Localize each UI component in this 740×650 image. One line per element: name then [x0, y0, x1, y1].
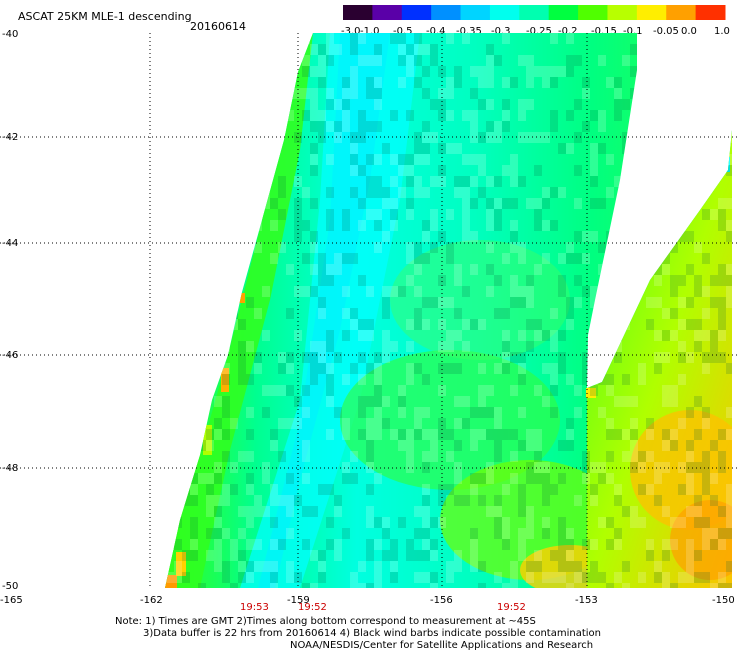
lat-label: -44: [2, 238, 18, 249]
longitude-labels: -165 -162 -159 -156 -153 -150: [0, 595, 735, 606]
colorbar-swatch: [578, 5, 608, 20]
colorbar-label: -0.35: [456, 26, 482, 37]
colorbar-label: -0.2: [558, 26, 578, 37]
colorbar-swatch: [695, 5, 726, 20]
colorbar-swatch: [489, 5, 520, 20]
lon-label: -159: [287, 595, 310, 606]
lon-label: -153: [575, 595, 598, 606]
colorbar-label: -0.05: [653, 26, 679, 37]
colorbar-swatch: [607, 5, 638, 20]
colorbar-label: 0.0: [681, 26, 697, 37]
colorbar: -3.0 -1.0 -0.5 -0.4 -0.35 -0.3 -0.25 -0.2 -0.15-…: [341, 5, 730, 37]
time-labels: 19:53 19:52 19:52: [240, 602, 526, 613]
note-line-3: NOAA/NESDIS/Center for Satellite Applica…: [290, 640, 593, 650]
time-label: 19:52: [298, 602, 327, 613]
colorbar-swatch: [460, 5, 491, 20]
lat-label: -48: [2, 463, 18, 474]
map-title: ASCAT 25KM MLE-1 descending: [18, 10, 192, 23]
colorbar-label: -0.1: [623, 26, 643, 37]
note-line-1: Note: 1) Times are GMT 2)Times along bot…: [115, 616, 536, 627]
data-swath: [165, 33, 732, 588]
colorbar-label: -0.25: [526, 26, 552, 37]
latitude-labels: -40 -42 -44 -46 -48 -50: [2, 29, 18, 592]
map-date: 20160614: [190, 20, 246, 33]
lat-label: -50: [2, 581, 18, 592]
colorbar-swatch: [548, 5, 579, 20]
time-label: 19:53: [240, 602, 269, 613]
lat-label: -46: [2, 350, 18, 361]
note-line-2: 3)Data buffer is 22 hrs from 20160614 4)…: [143, 628, 601, 639]
lat-label: -42: [2, 132, 18, 143]
lat-label: -40: [2, 29, 18, 40]
colorbar-label: -3.0: [341, 26, 361, 37]
lon-label: -156: [430, 595, 453, 606]
lon-label: -162: [140, 595, 163, 606]
colorbar-swatch: [431, 5, 462, 20]
graticule: [0, 33, 740, 588]
colorbar-swatch: [666, 5, 697, 20]
colorbar-label: -0.5: [393, 26, 413, 37]
lon-label: -165: [0, 595, 23, 606]
time-label: 19:52: [497, 602, 526, 613]
colorbar-swatch: [343, 5, 373, 20]
colorbar-swatch: [636, 5, 667, 20]
colorbar-swatch: [372, 5, 403, 20]
lon-label: -150: [712, 595, 735, 606]
colorbar-label: -1.0: [360, 26, 380, 37]
colorbar-label: -0.4: [426, 26, 446, 37]
colorbar-label: 1.0: [714, 26, 730, 37]
colorbar-label: -0.15: [591, 26, 617, 37]
colorbar-swatch: [401, 5, 432, 20]
colorbar-label: -0.3: [491, 26, 511, 37]
colorbar-swatch: [519, 5, 550, 20]
